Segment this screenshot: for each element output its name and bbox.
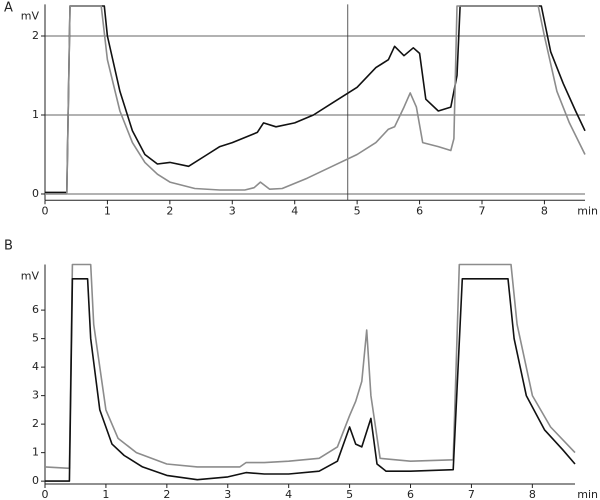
- y-tick-label: 0: [32, 474, 39, 487]
- y-tick-label: 1: [32, 108, 39, 121]
- x-tick-label: 8: [541, 204, 548, 217]
- x-tick-label: 8: [529, 488, 536, 500]
- y-tick-label: 2: [32, 29, 39, 42]
- x-tick-label: 0: [42, 488, 49, 500]
- x-tick-label: 7: [468, 488, 475, 500]
- x-tick-label: 1: [102, 488, 109, 500]
- panel-label: B: [4, 239, 13, 254]
- x-tick-label: 5: [354, 204, 361, 217]
- x-tick-label: 2: [163, 488, 170, 500]
- x-tick-label: 7: [478, 204, 485, 217]
- x-tick-label: 4: [291, 204, 298, 217]
- y-tick-label: 1: [32, 446, 39, 459]
- y-tick-label: 6: [32, 303, 39, 316]
- signal-line: [45, 5, 586, 195]
- x-tick-label: 6: [407, 488, 414, 500]
- x-tick-label: 0: [42, 204, 49, 217]
- x-tick-label: 5: [346, 488, 353, 500]
- x-tick-label: 3: [224, 488, 231, 500]
- y-tick-label: 0: [32, 187, 39, 200]
- signal-line: [45, 278, 576, 482]
- x-tick-label: 4: [285, 488, 292, 500]
- signal-line: [44, 263, 576, 470]
- y-tick-label: 3: [32, 389, 39, 402]
- x-tick-label: 2: [166, 204, 173, 217]
- y-tick-label: 5: [32, 332, 39, 345]
- x-tick-label: 1: [104, 204, 111, 217]
- y-tick-label: 4: [32, 360, 39, 373]
- signal-line: [45, 5, 586, 194]
- y-axis-label: mV: [21, 9, 40, 22]
- x-tick-label: 6: [416, 204, 423, 217]
- y-axis-label: mV: [21, 270, 40, 283]
- x-tick-label: 3: [229, 204, 236, 217]
- y-tick-label: 2: [32, 417, 39, 430]
- x-axis-label: min: [577, 204, 598, 217]
- x-axis-label: min: [577, 488, 598, 500]
- panel-label: A: [4, 1, 13, 16]
